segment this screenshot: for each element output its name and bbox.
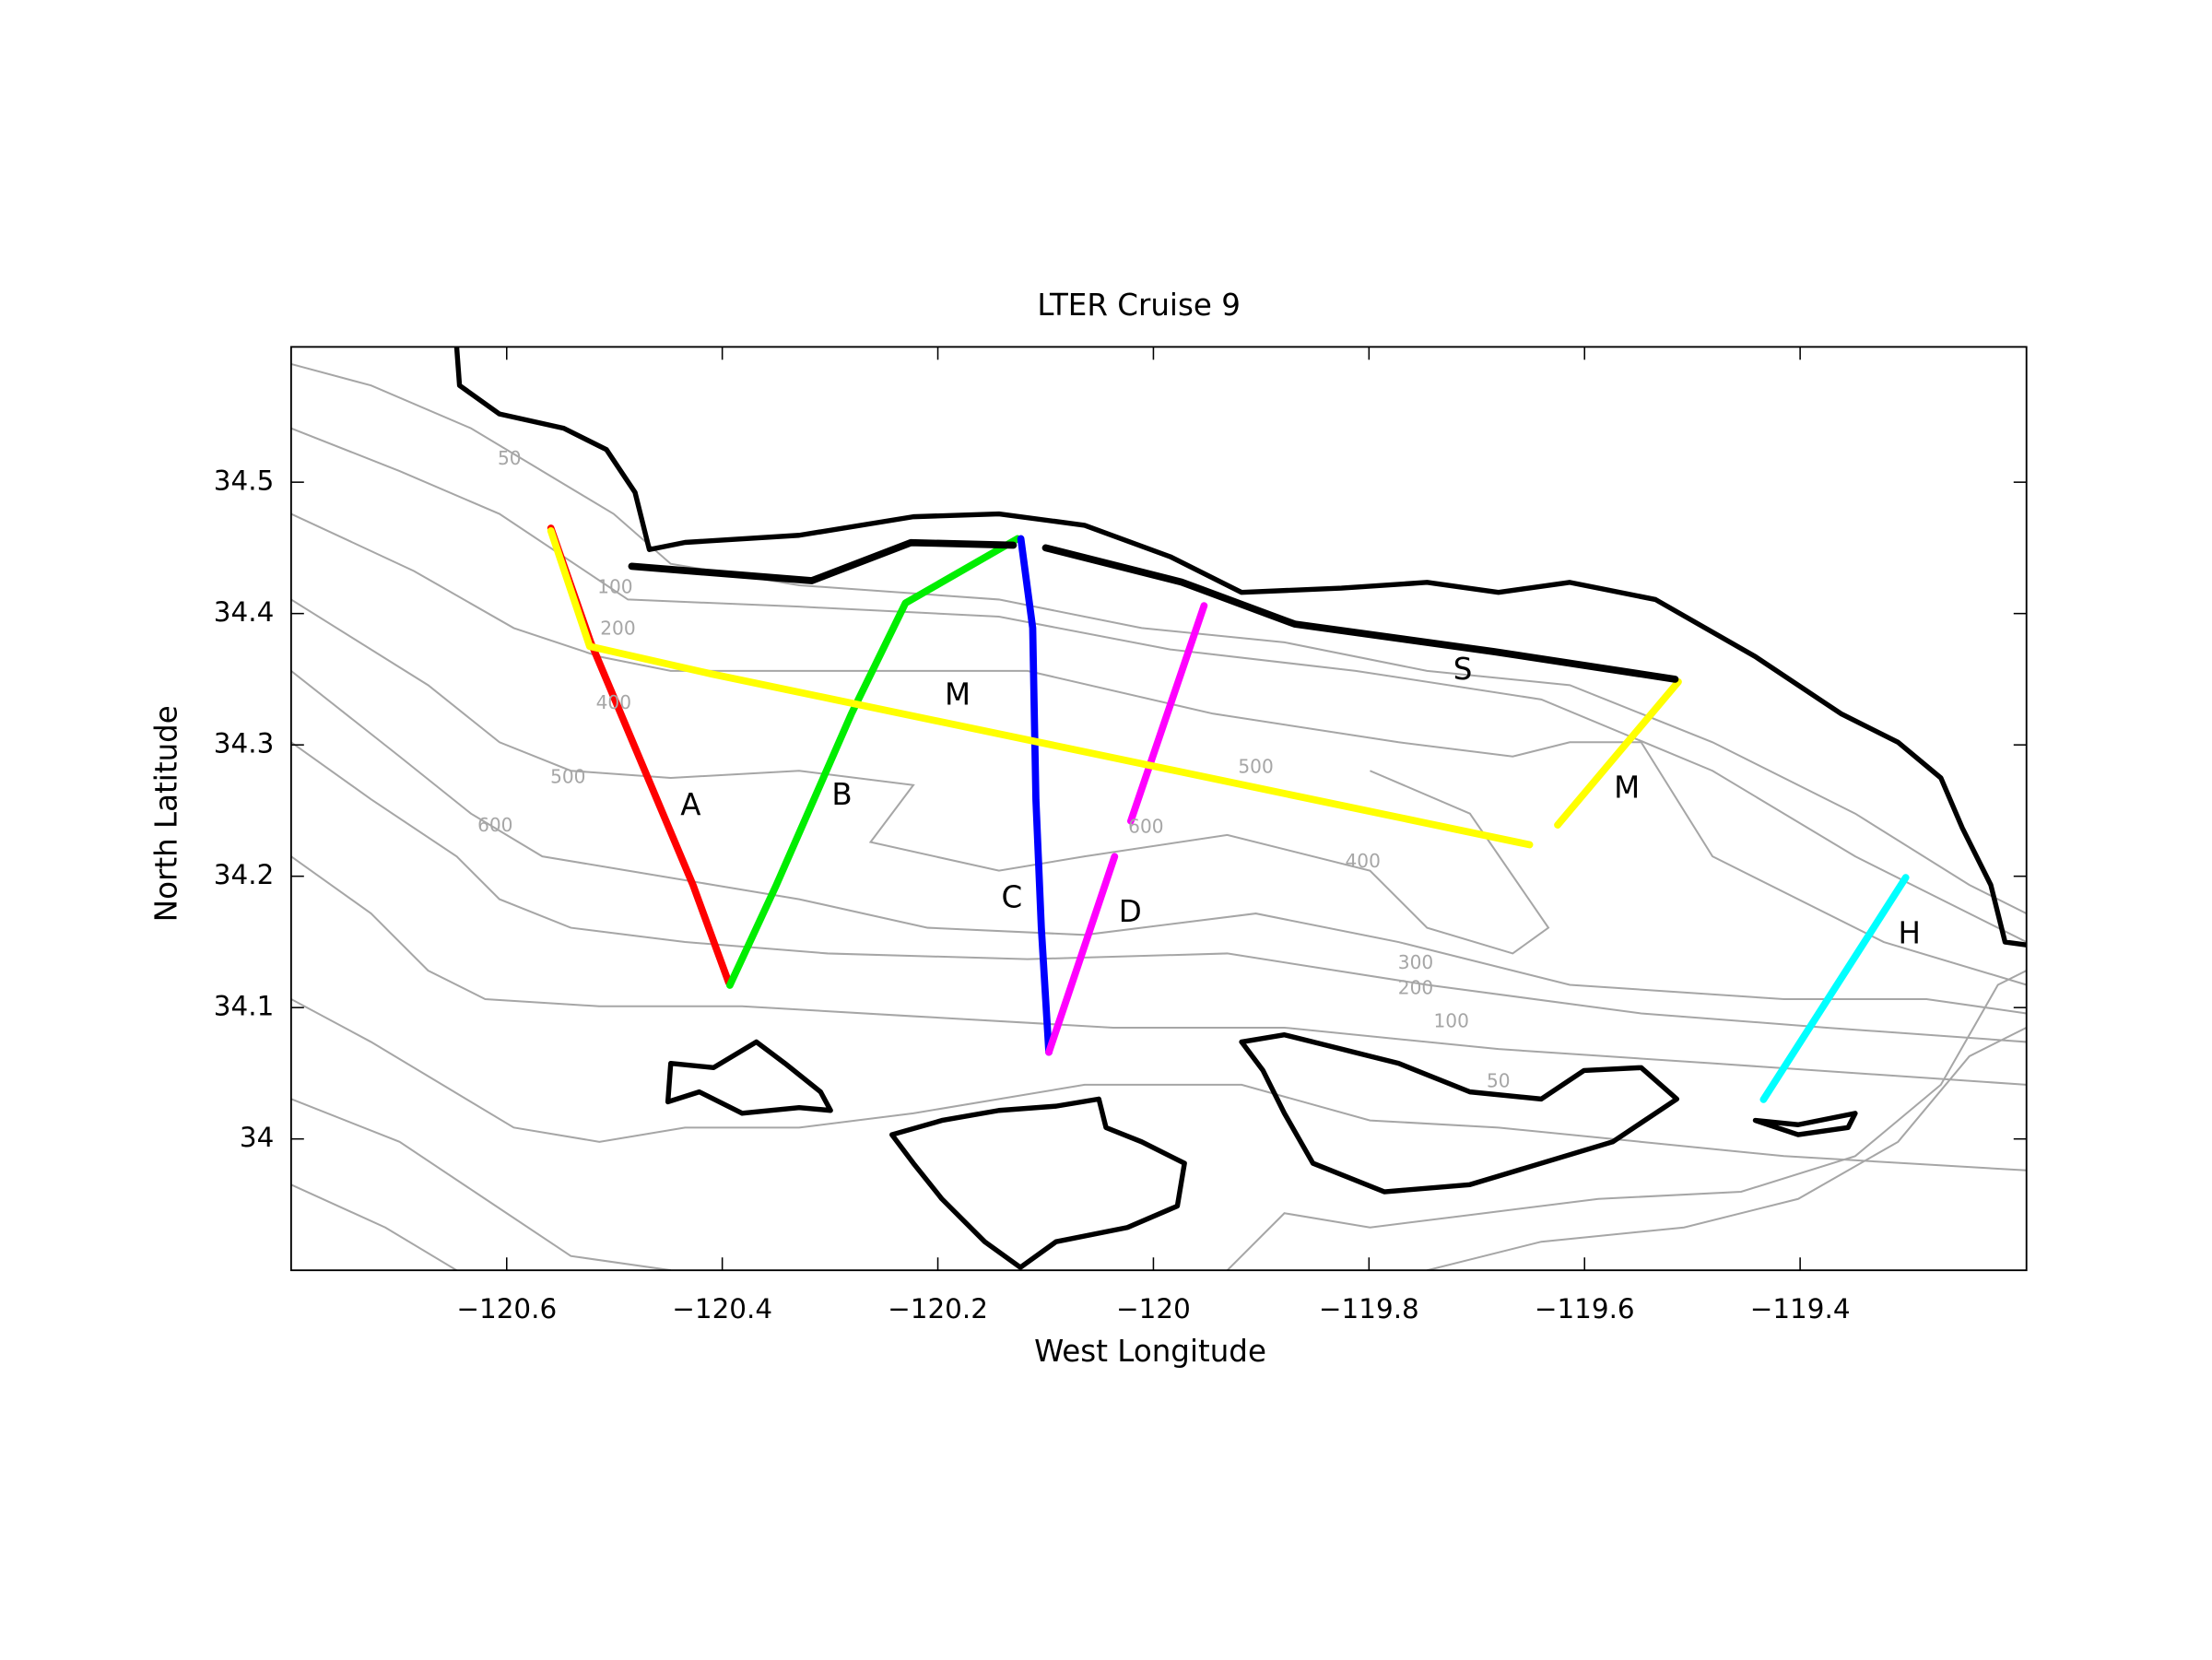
y-axis-label: North Latitude bbox=[149, 705, 184, 922]
contour bbox=[290, 670, 2027, 1015]
transect-label: H bbox=[1899, 915, 1921, 950]
contour-label: 100 bbox=[597, 576, 632, 598]
transect-label: A bbox=[680, 787, 700, 822]
transect-label: B bbox=[831, 777, 852, 812]
y-tick-label: 34.1 bbox=[214, 991, 274, 1022]
transect-line bbox=[547, 524, 733, 986]
x-tick-label: −119.8 bbox=[1319, 1293, 1419, 1324]
contour-label: 600 bbox=[477, 814, 512, 836]
transect-line bbox=[628, 538, 1679, 683]
contour-label: 500 bbox=[550, 765, 585, 787]
contour-label: 50 bbox=[498, 447, 522, 469]
contour-label: 600 bbox=[1128, 816, 1163, 838]
contour bbox=[290, 362, 2027, 914]
y-tick-label: 34 bbox=[240, 1122, 274, 1153]
island bbox=[1752, 1111, 1858, 1137]
transect-label: D bbox=[1119, 894, 1142, 929]
transect-label: S bbox=[1453, 652, 1473, 687]
x-axis-label: West Longitude bbox=[1034, 1334, 1266, 1369]
contour bbox=[290, 970, 2027, 1271]
y-tick-label: 34.5 bbox=[214, 465, 274, 497]
transect-line bbox=[1017, 535, 1053, 1056]
transect-label: M bbox=[1614, 770, 1640, 805]
contour-label: 100 bbox=[1434, 1009, 1469, 1031]
transect-line bbox=[547, 527, 1682, 849]
x-tick-label: −120.6 bbox=[456, 1293, 557, 1324]
contour-label: 200 bbox=[600, 617, 635, 639]
x-tick-label: −119.6 bbox=[1535, 1293, 1635, 1324]
x-tick-label: −120.2 bbox=[888, 1293, 988, 1324]
y-tick-label: 34.4 bbox=[214, 596, 274, 628]
y-tick-label: 34.3 bbox=[214, 728, 274, 759]
chart-title: LTER Cruise 9 bbox=[1037, 288, 1241, 323]
x-tick-label: −120.4 bbox=[672, 1293, 772, 1324]
contour bbox=[290, 741, 2027, 1043]
contour-label: 300 bbox=[1398, 951, 1433, 973]
coastline bbox=[453, 347, 2027, 948]
island bbox=[665, 1039, 833, 1116]
x-tick-label: −120 bbox=[1116, 1293, 1191, 1324]
transect-line bbox=[1045, 602, 1208, 1056]
contour bbox=[290, 855, 2027, 1086]
contour-label: 400 bbox=[1346, 850, 1381, 872]
contour bbox=[290, 512, 2027, 986]
contour bbox=[290, 427, 2027, 943]
island bbox=[889, 1096, 1187, 1270]
transect-line bbox=[1759, 874, 1910, 1103]
y-tick-label: 34.2 bbox=[214, 859, 274, 890]
contour-label: 400 bbox=[596, 691, 631, 713]
contour-label: 50 bbox=[1487, 1069, 1511, 1091]
x-tick-label: −119.4 bbox=[1750, 1293, 1851, 1324]
plot-frame bbox=[289, 346, 2028, 1272]
basemap bbox=[290, 347, 2027, 1271]
transects bbox=[547, 524, 1910, 1103]
contour-label: 200 bbox=[1398, 977, 1433, 999]
transect-label: C bbox=[1001, 880, 1022, 915]
contour bbox=[290, 1027, 2027, 1271]
contour bbox=[290, 998, 2027, 1171]
contour-label: 500 bbox=[1238, 756, 1273, 778]
transect-label: M bbox=[945, 677, 971, 712]
island bbox=[1239, 1031, 1680, 1195]
contour bbox=[290, 598, 1550, 955]
transect-line bbox=[725, 535, 1021, 989]
